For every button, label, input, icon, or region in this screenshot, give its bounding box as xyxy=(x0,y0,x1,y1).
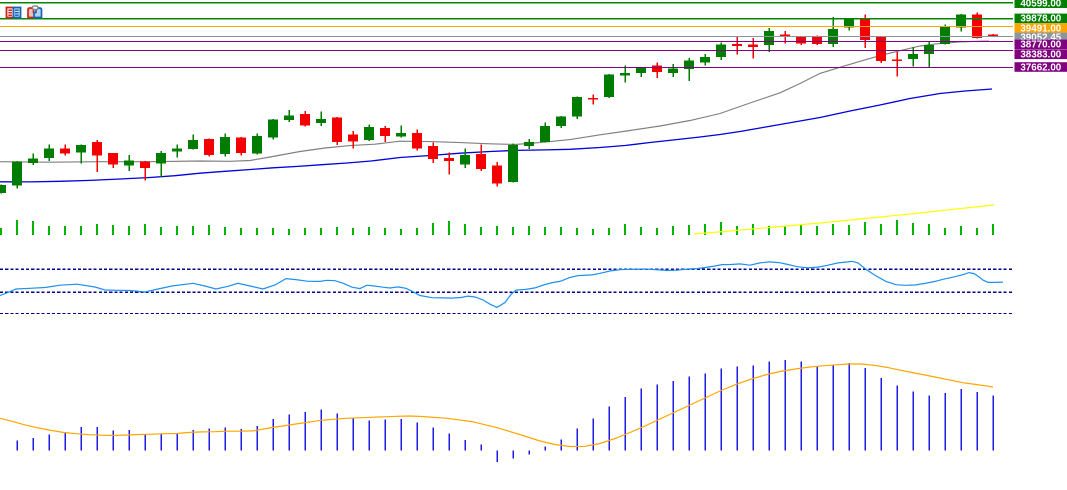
svg-text:37662.00: 37662.00 xyxy=(1020,62,1061,73)
svg-text:38383.00: 38383.00 xyxy=(1020,50,1061,61)
svg-text:38770.00: 38770.00 xyxy=(1020,40,1061,51)
svg-text:39491.00: 39491.00 xyxy=(1020,23,1061,34)
svg-text:39878.00: 39878.00 xyxy=(1020,14,1061,25)
svg-text:40599.00: 40599.00 xyxy=(1020,0,1061,10)
svg-text:39052.45: 39052.45 xyxy=(1020,33,1061,44)
